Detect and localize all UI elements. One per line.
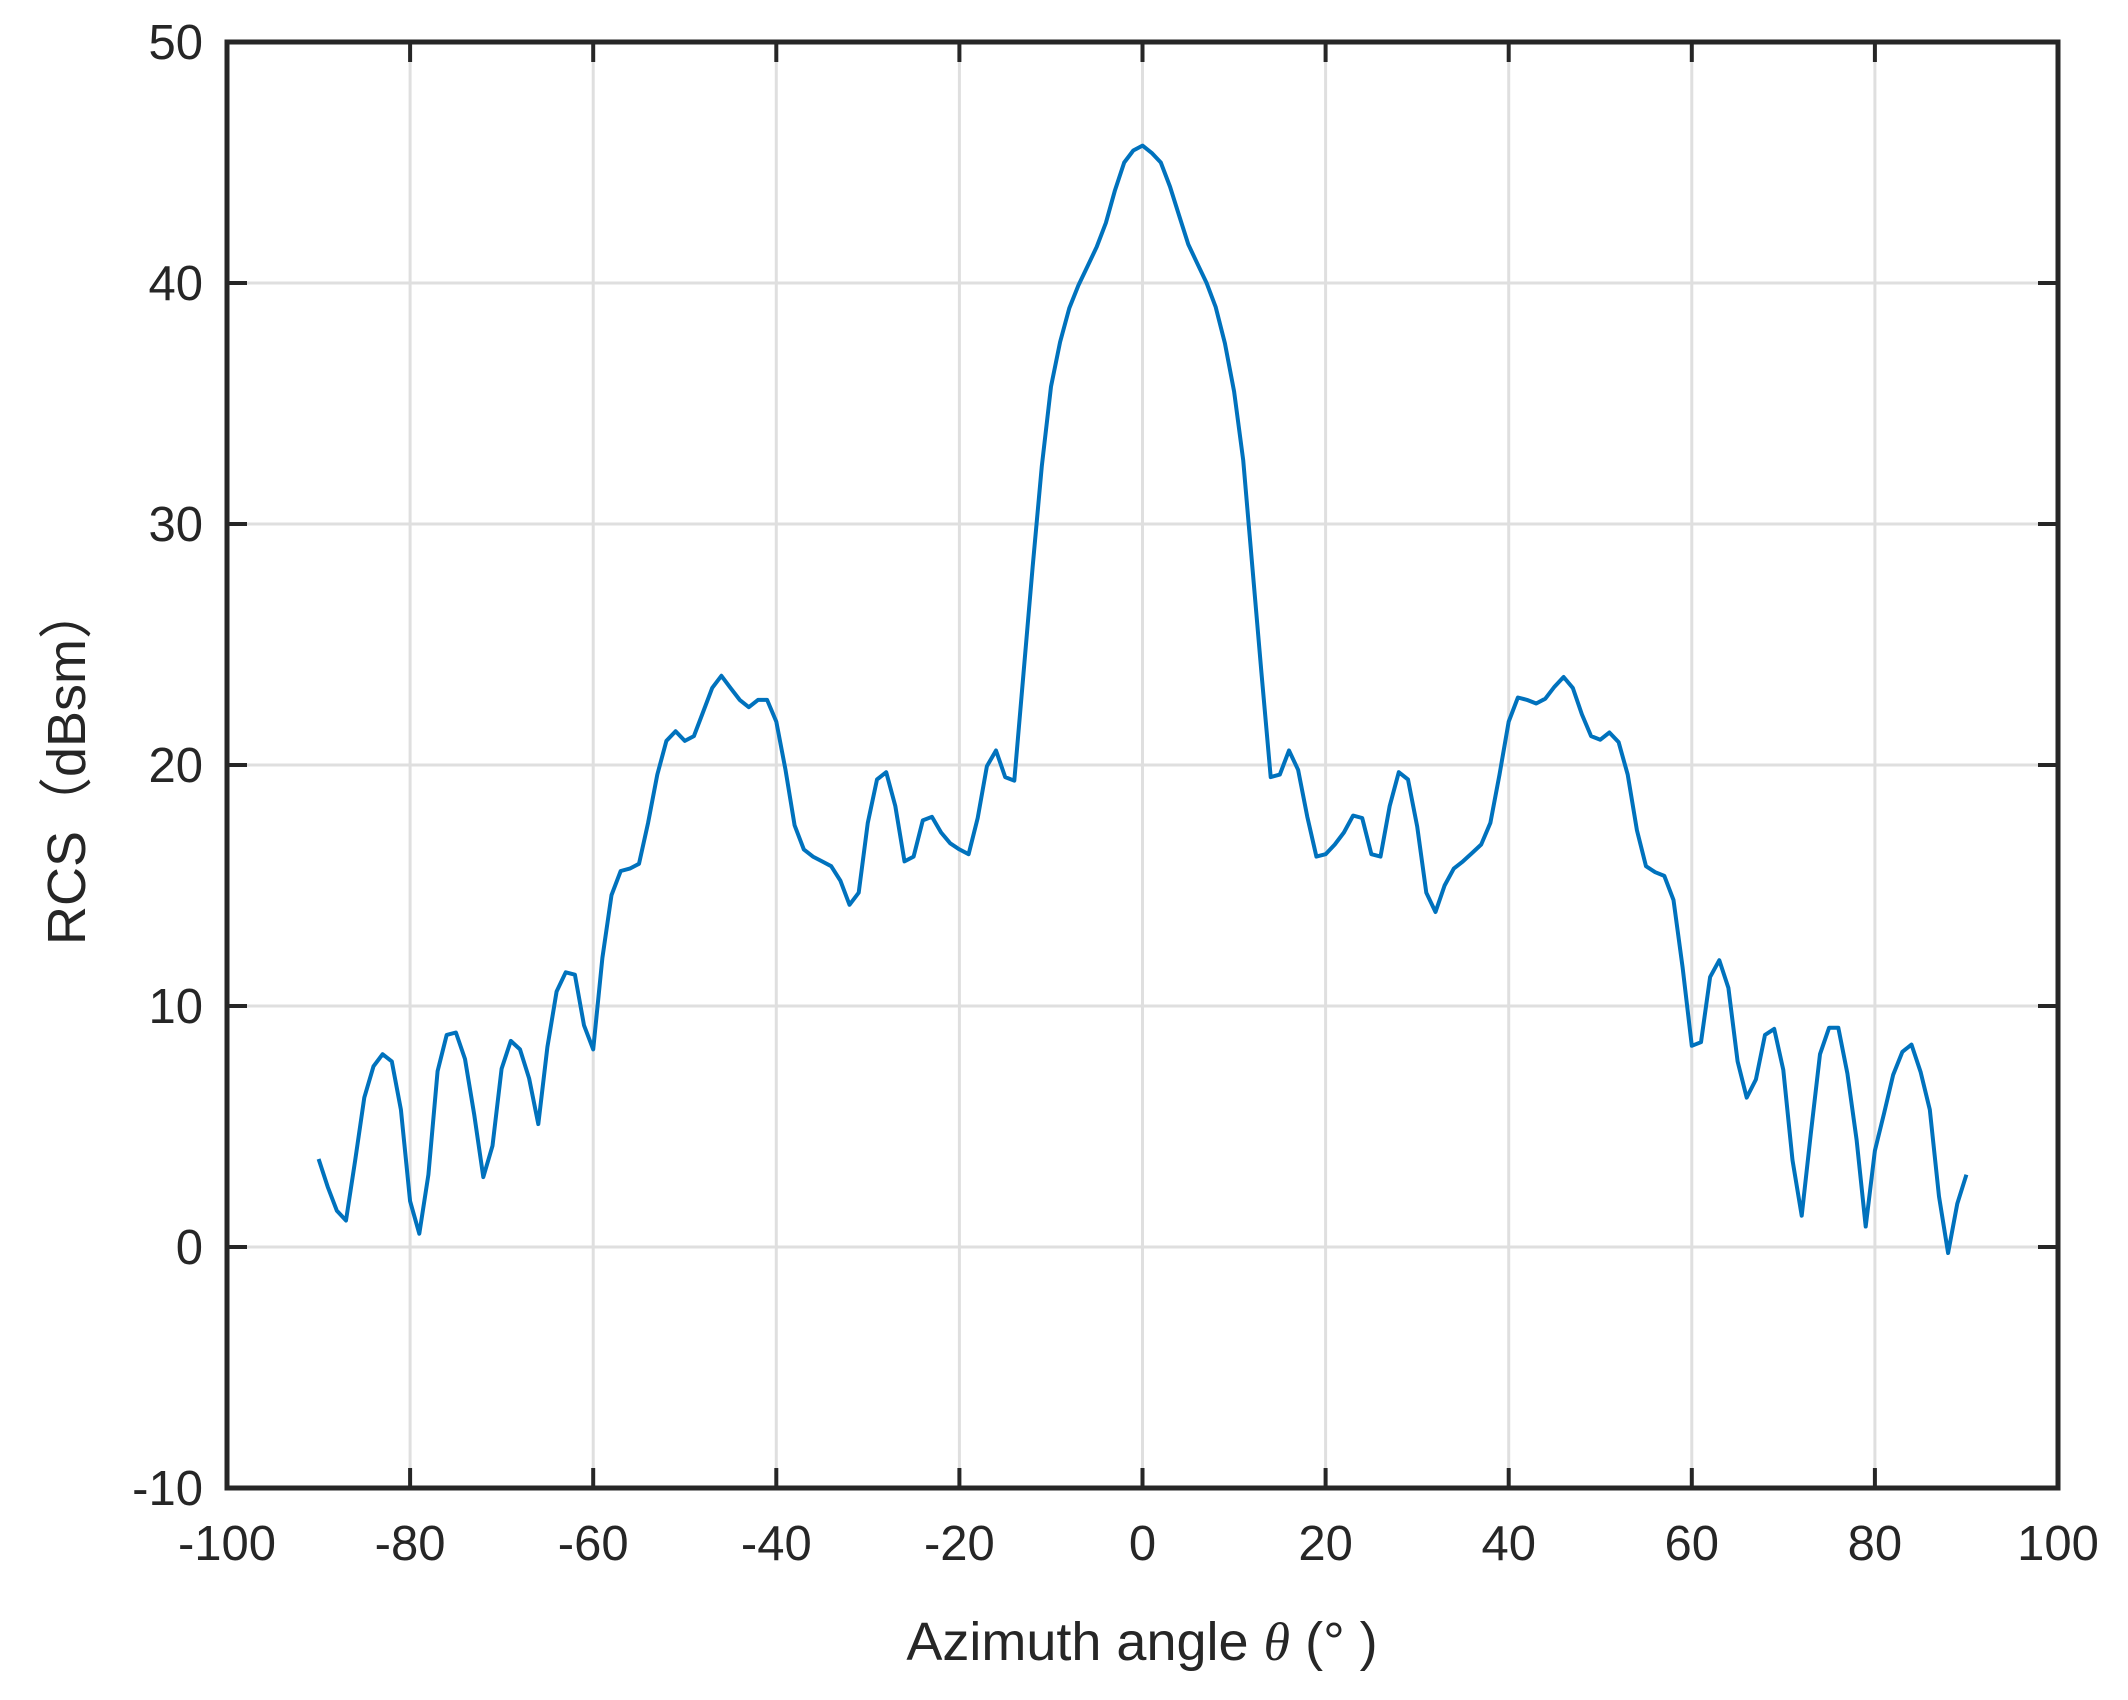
x-tick-label: 20: [1298, 1517, 1353, 1571]
rcs-curve: [316, 143, 1969, 1255]
plot-series: [316, 143, 1969, 1255]
y-tick-label: 10: [148, 980, 203, 1034]
x-tick-label: 60: [1665, 1517, 1720, 1571]
x-tick-label: -40: [741, 1517, 812, 1571]
x-tick-label: 0: [1129, 1517, 1156, 1571]
axes-box: [224, 39, 2061, 1491]
y-axis-label: RCS（dBsm）: [37, 585, 97, 945]
y-tick-label: 0: [176, 1221, 203, 1275]
x-tick-label: -20: [924, 1517, 995, 1571]
grid-lines: [227, 42, 2058, 1488]
y-tick-label: -10: [132, 1462, 203, 1516]
x-axis-label: Azimuth angle θ (° ): [906, 1612, 1377, 1672]
x-tick-label: 40: [1481, 1517, 1536, 1571]
x-tick-labels: -100 -80 -60 -40 -20 0 20 40 60 80 100: [178, 1517, 2099, 1571]
x-tick-label: -80: [375, 1517, 446, 1571]
x-tick-label: -100: [178, 1517, 276, 1571]
y-tick-labels: -10 0 10 20 30 40 50: [132, 16, 203, 1516]
y-tick-label: 20: [148, 739, 203, 793]
y-tick-label: 50: [148, 16, 203, 70]
x-tick-label: -60: [558, 1517, 629, 1571]
x-tick-label: 100: [2017, 1517, 2099, 1571]
y-tick-label: 40: [148, 257, 203, 311]
x-tick-label: 80: [1848, 1517, 1903, 1571]
y-tick-label: 30: [148, 498, 203, 552]
